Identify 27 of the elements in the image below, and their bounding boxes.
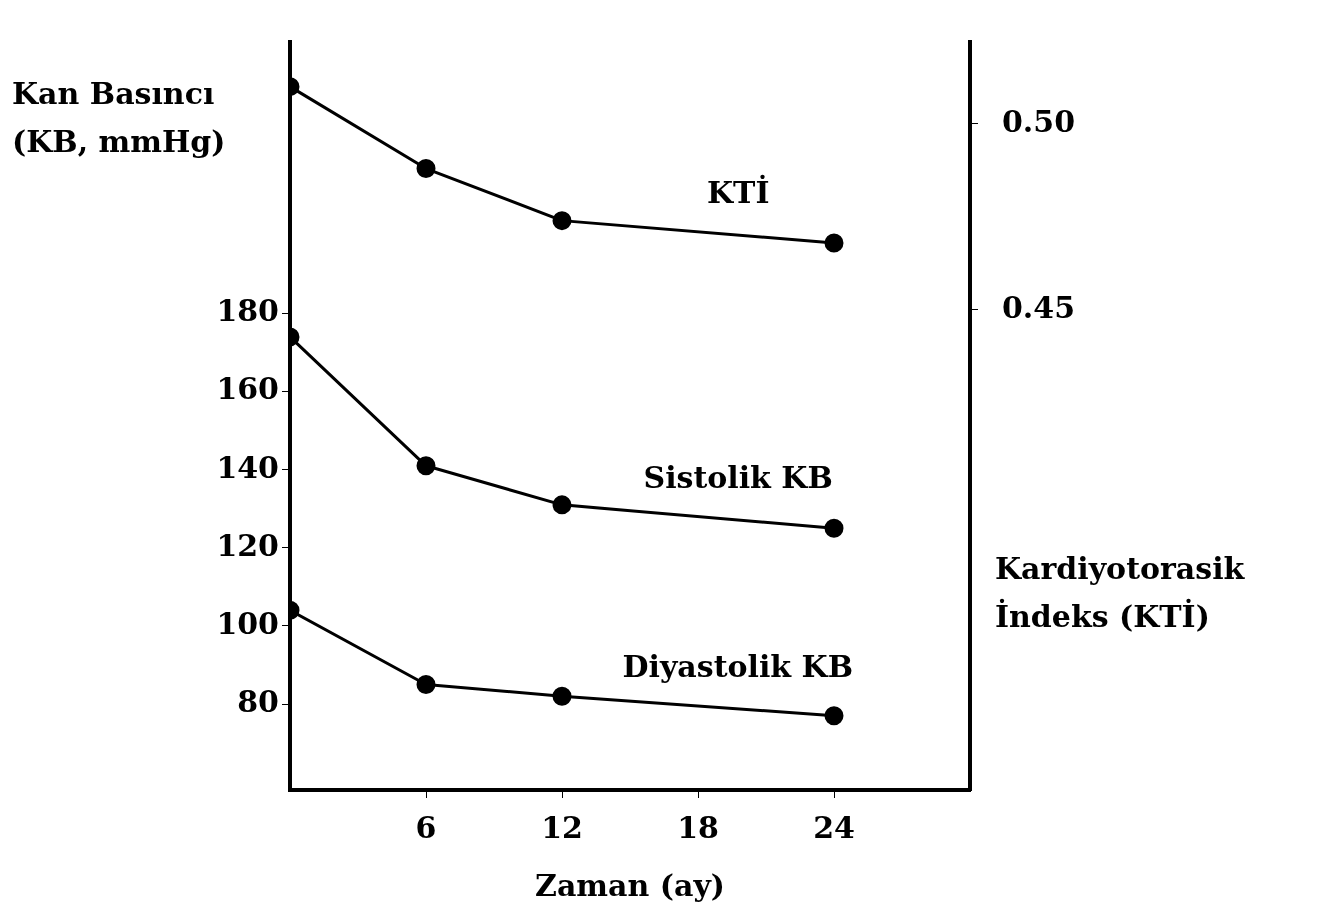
- y-tick-label: 100: [216, 605, 279, 641]
- series-label: Sistolik KB: [643, 459, 833, 497]
- point: [416, 456, 436, 476]
- y2-tick-label: 0.50: [1002, 103, 1076, 139]
- y-axis-title: Kan Basıncı (KB, mmHg): [12, 75, 227, 161]
- point: [552, 495, 572, 515]
- point: [416, 159, 436, 179]
- y2-tick-label: 0.45: [1002, 289, 1076, 325]
- x-tick-label: 18: [677, 809, 719, 845]
- point: [824, 233, 844, 253]
- point: [552, 211, 572, 231]
- point: [552, 686, 572, 706]
- x-tick-label: 6: [415, 809, 437, 845]
- point: [416, 675, 436, 695]
- y-tick-label: 80: [237, 683, 279, 719]
- y-tick-label: 120: [216, 527, 279, 563]
- point: [824, 706, 844, 726]
- x-tick-label: 12: [541, 809, 583, 845]
- x-axis-title: Zaman (ay): [535, 867, 726, 905]
- point: [824, 518, 844, 538]
- y2-axis-title: Kardiyotorasik İndeks (KTİ): [995, 550, 1246, 636]
- y-tick-label: 160: [216, 371, 279, 407]
- y-tick-label: 180: [216, 293, 279, 329]
- y-tick-label: 140: [216, 449, 279, 485]
- series-label: Diyastolik KB: [622, 647, 853, 686]
- x-tick-label: 24: [813, 809, 855, 845]
- series-label: KTİ: [707, 173, 770, 213]
